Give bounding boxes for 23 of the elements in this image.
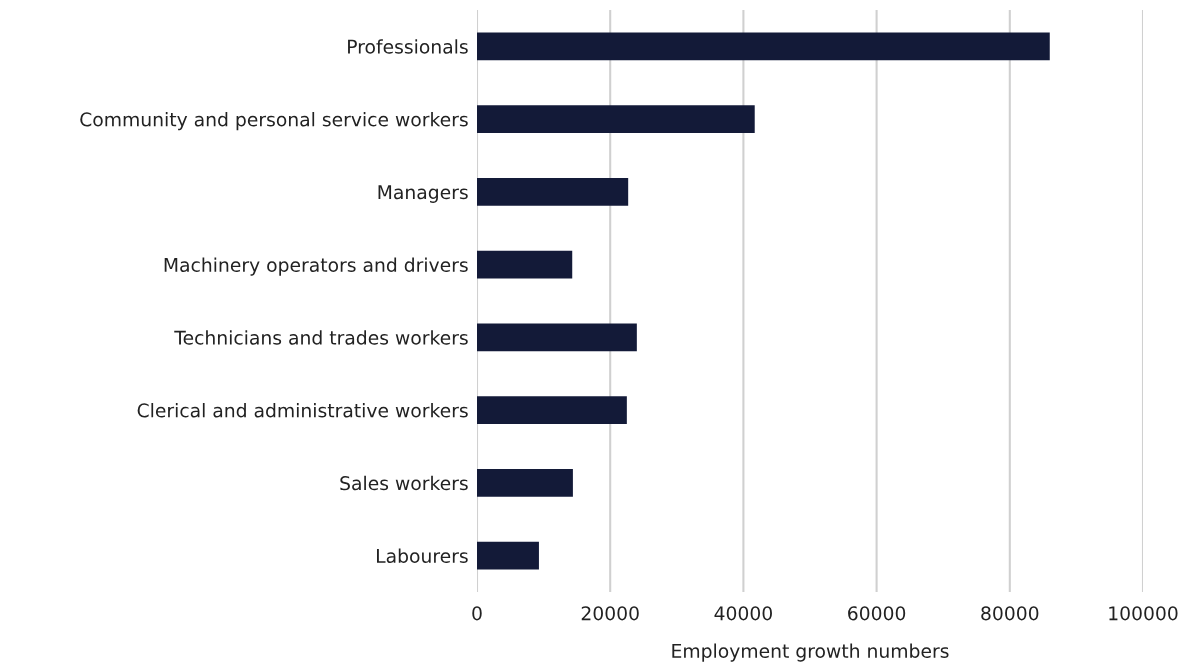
bar [477,323,637,352]
bar [477,396,627,424]
y-tick-label: Labourers [377,548,468,564]
y-tick-label: Machinery operators and drivers [164,257,468,276]
bar [477,541,539,570]
y-tick-label: Community and personal service workers [80,112,468,131]
bar [477,469,573,497]
bar [477,32,1050,61]
x-tick-label: 100000 [1109,606,1178,621]
bar [477,250,573,279]
y-tick-label: Technicians and trades workers [174,330,468,345]
x-tick-label: 0 [472,606,482,621]
y-tick-label: Sales workers [340,475,468,491]
x-tick-label: 40000 [714,606,772,621]
y-tick-label: Managers [378,185,468,203]
x-tick-label: 20000 [581,606,639,621]
x-tick-label: 80000 [981,606,1039,621]
bar [477,105,755,133]
bar [477,178,629,206]
y-tick-label: Clerical and administrative workers [137,403,468,418]
x-tick-label: 60000 [848,606,906,621]
y-tick-label: Professionals [348,39,468,54]
x-axis-title: Employment growth numbers [672,643,949,662]
